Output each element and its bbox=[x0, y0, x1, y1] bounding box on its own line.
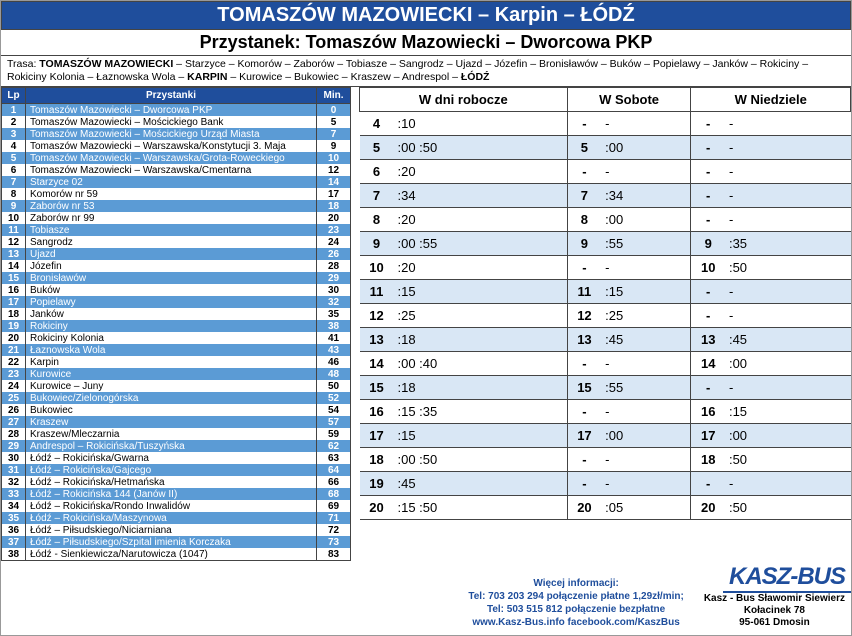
stop-row: 26Bukowiec54 bbox=[2, 404, 351, 416]
stop-row: 17Popielawy32 bbox=[2, 296, 351, 308]
col-saturday: W Sobote bbox=[567, 88, 691, 112]
stop-row: 6Tomaszów Mazowiecki – Warszawska/Cmenta… bbox=[2, 164, 351, 176]
col-min: Min. bbox=[317, 88, 351, 104]
stop-row: 19Rokiciny38 bbox=[2, 320, 351, 332]
schedule-row: 19:45---- bbox=[360, 472, 851, 496]
stop-row: 8Komorów nr 5917 bbox=[2, 188, 351, 200]
stop-row: 4Tomaszów Mazowiecki – Warszawska/Konsty… bbox=[2, 140, 351, 152]
logo-text: KASZ-BUS bbox=[729, 563, 845, 590]
schedule-row: 12:2512:25-- bbox=[360, 304, 851, 328]
stop-row: 35Łódź – Rokicińska/Maszynowa71 bbox=[2, 512, 351, 524]
schedule-row: 18:00 :50--18:50 bbox=[360, 448, 851, 472]
stop-row: 15Bronisławów29 bbox=[2, 272, 351, 284]
schedule-row: 20:15 :5020:0520:50 bbox=[360, 496, 851, 520]
stop-row: 36Łódź – Piłsudskiego/Niciarniana72 bbox=[2, 524, 351, 536]
footer: Więcej informacji: Tel: 703 203 294 połą… bbox=[468, 563, 845, 629]
stop-row: 1Tomaszów Mazowiecki – Dworcowa PKP0 bbox=[2, 104, 351, 117]
stop-row: 12Sangrodz24 bbox=[2, 236, 351, 248]
stop-row: 31Łódź – Rokicińska/Gajcego64 bbox=[2, 464, 351, 476]
schedule-row: 6:20---- bbox=[360, 160, 851, 184]
stop-row: 25Bukowiec/Zielonogórska52 bbox=[2, 392, 351, 404]
footer-info: Więcej informacji: Tel: 703 203 294 połą… bbox=[468, 577, 683, 629]
stop-row: 2Tomaszów Mazowiecki – Mościckiego Bank5 bbox=[2, 116, 351, 128]
stop-row: 29Andrespol – Rokicińska/Tuszyńska62 bbox=[2, 440, 351, 452]
stop-row: 27Kraszew57 bbox=[2, 416, 351, 428]
route-description: Trasa: TOMASZÓW MAZOWIECKI – Starzyce – … bbox=[1, 56, 851, 87]
stop-row: 21Łaznowska Wola43 bbox=[2, 344, 351, 356]
stop-row: 5Tomaszów Mazowiecki – Warszawska/Grota-… bbox=[2, 152, 351, 164]
addr1: Kołacinek 78 bbox=[704, 605, 845, 617]
stop-row: 28Kraszew/Mleczarnia59 bbox=[2, 428, 351, 440]
footer-more: Więcej informacji: bbox=[468, 577, 683, 590]
stop-row: 11Tobiasze23 bbox=[2, 224, 351, 236]
footer-tel1: Tel: 703 203 294 połączenie płatne 1,29z… bbox=[468, 590, 683, 603]
stop-row: 33Łódź – Rokicińska 144 (Janów II)68 bbox=[2, 488, 351, 500]
stop-row: 22Karpin46 bbox=[2, 356, 351, 368]
schedule-row: 14:00 :40--14:00 bbox=[360, 352, 851, 376]
stop-row: 18Janków35 bbox=[2, 308, 351, 320]
schedule-row: 17:1517:0017:00 bbox=[360, 424, 851, 448]
schedule-table: W dni robocze W Sobote W Niedziele 4:10-… bbox=[359, 87, 851, 520]
schedule-row: 15:1815:55-- bbox=[360, 376, 851, 400]
stop-row: 30Łódź – Rokicińska/Gwarna63 bbox=[2, 452, 351, 464]
stops-table: Lp Przystanki Min. 1Tomaszów Mazowiecki … bbox=[1, 87, 351, 561]
stop-row: 7Starzyce 0214 bbox=[2, 176, 351, 188]
col-lp: Lp bbox=[2, 88, 26, 104]
route-header: TOMASZÓW MAZOWIECKI – Karpin – ŁÓDŹ bbox=[1, 1, 851, 30]
col-weekday: W dni robocze bbox=[360, 88, 568, 112]
stop-row: 20Rokiciny Kolonia41 bbox=[2, 332, 351, 344]
schedule-row: 10:20--10:50 bbox=[360, 256, 851, 280]
stop-row: 37Łódź – Piłsudskiego/Szpital imienia Ko… bbox=[2, 536, 351, 548]
stop-row: 13Ujazd26 bbox=[2, 248, 351, 260]
schedule-row: 4:10---- bbox=[360, 112, 851, 136]
stop-row: 3Tomaszów Mazowiecki – Mościckiego Urząd… bbox=[2, 128, 351, 140]
addr2: 95-061 Dmosin bbox=[704, 617, 845, 629]
schedule-row: 5:00 :505:00-- bbox=[360, 136, 851, 160]
footer-tel2: Tel: 503 515 812 połączenie bezpłatne bbox=[468, 603, 683, 616]
schedule-row: 9:00 :559:559:35 bbox=[360, 232, 851, 256]
stop-name: Przystanek: Tomaszów Mazowiecki – Dworco… bbox=[1, 30, 851, 56]
stop-row: 24Kurowice – Juny50 bbox=[2, 380, 351, 392]
col-sunday: W Niedziele bbox=[691, 88, 851, 112]
schedule-row: 11:1511:15-- bbox=[360, 280, 851, 304]
footer-links: www.Kasz-Bus.info facebook.com/KaszBus bbox=[468, 616, 683, 629]
schedule-row: 16:15 :35--16:15 bbox=[360, 400, 851, 424]
footer-logo: KASZ-BUS Kasz - Bus Sławomir Siewierz Ko… bbox=[704, 563, 845, 629]
schedule-row: 7:347:34-- bbox=[360, 184, 851, 208]
schedule-row: 8:208:00-- bbox=[360, 208, 851, 232]
stop-row: 14Józefin28 bbox=[2, 260, 351, 272]
stop-row: 10Zaborów nr 9920 bbox=[2, 212, 351, 224]
col-name: Przystanki bbox=[26, 88, 317, 104]
stop-row: 34Łódź – Rokicińska/Rondo Inwalidów69 bbox=[2, 500, 351, 512]
stop-row: 23Kurowice48 bbox=[2, 368, 351, 380]
stop-row: 38Łódź - Sienkiewicza/Narutowicza (1047)… bbox=[2, 548, 351, 561]
stop-row: 9Zaborów nr 5318 bbox=[2, 200, 351, 212]
stop-row: 32Łódź – Rokicińska/Hetmańska66 bbox=[2, 476, 351, 488]
schedule-row: 13:1813:4513:45 bbox=[360, 328, 851, 352]
stop-row: 16Buków30 bbox=[2, 284, 351, 296]
